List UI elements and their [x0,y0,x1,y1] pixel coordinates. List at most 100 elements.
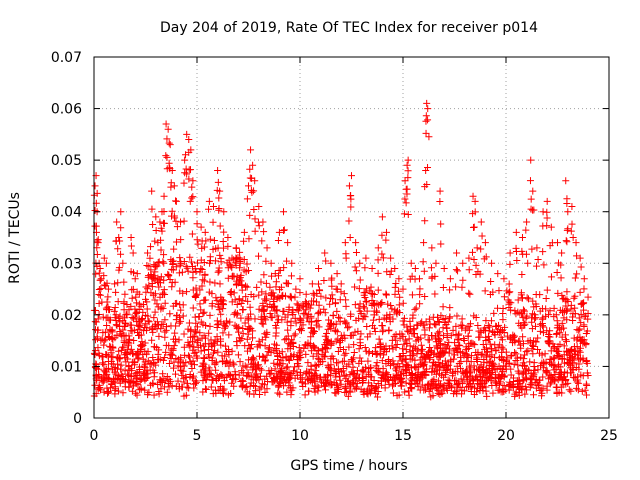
data-point [235,371,243,379]
data-point [438,371,446,379]
data-point [352,267,360,275]
data-point [218,352,226,360]
data-point [370,291,378,299]
data-point [102,365,110,373]
data-point [304,301,312,309]
data-point [353,379,361,387]
data-point [314,317,322,325]
data-point [331,389,339,397]
data-point [274,389,282,397]
data-point [541,350,549,358]
data-point [271,270,279,278]
data-point [287,391,295,399]
data-point [439,284,447,292]
data-point [122,332,130,340]
data-point [341,317,349,325]
data-point [419,362,427,370]
data-point [170,245,178,253]
data-point [196,268,204,276]
data-point [163,323,171,331]
data-point [102,351,110,359]
data-point [458,386,466,394]
data-point [220,208,228,216]
data-point [494,343,502,351]
data-point [197,306,205,314]
data-point [114,387,122,395]
data-point [565,351,573,359]
data-point [376,341,384,349]
data-point [253,283,261,291]
data-point [553,330,561,338]
data-point [484,375,492,383]
data-point [224,274,232,282]
data-point [152,226,160,234]
data-point [396,330,404,338]
data-point [326,365,334,373]
data-point [567,305,575,313]
data-point [547,273,555,281]
data-point [534,334,542,342]
data-point [431,320,439,328]
data-point [115,266,123,274]
data-point [125,371,133,379]
data-point [511,349,519,356]
data-point [258,380,266,388]
data-point [236,336,244,344]
data-point [233,309,241,317]
data-point [230,382,238,390]
data-point [357,330,365,338]
data-point [397,382,405,390]
data-point [96,276,104,284]
data-point [243,372,251,380]
data-point [315,264,323,272]
data-point [260,271,268,279]
data-point [353,384,361,392]
data-point [104,387,112,395]
data-point [168,382,176,390]
data-point [565,386,573,394]
data-point [240,266,248,274]
data-point [201,346,209,354]
data-point [539,322,547,330]
data-point [151,369,159,377]
data-point [186,342,194,350]
data-point [368,301,376,309]
data-point [562,336,570,344]
data-point [408,385,416,393]
data-point [109,353,117,361]
data-point [422,351,430,359]
data-point [197,347,205,355]
data-point [287,322,295,330]
data-point [424,105,432,113]
data-point [335,313,343,321]
data-point [397,370,405,378]
data-point [191,380,199,388]
data-point [576,254,584,262]
data-point [234,351,242,359]
data-point [284,239,292,247]
data-point [98,335,106,343]
data-point [314,346,322,354]
data-point [331,326,339,334]
data-point [498,353,506,361]
data-point [279,291,287,299]
data-point [199,377,207,385]
data-point [109,378,117,386]
data-point [515,376,523,384]
data-point [276,373,284,381]
data-point [240,237,248,245]
data-point [386,270,394,278]
data-point [546,359,554,367]
data-point [543,197,551,205]
data-point [148,187,156,195]
data-point [281,375,289,383]
data-point [137,331,145,339]
data-point [471,208,479,216]
data-point [362,297,370,305]
data-point [196,300,204,308]
data-point [472,261,480,269]
data-point [150,391,158,399]
data-point [399,299,407,307]
data-point [539,373,547,381]
data-point [212,257,220,265]
